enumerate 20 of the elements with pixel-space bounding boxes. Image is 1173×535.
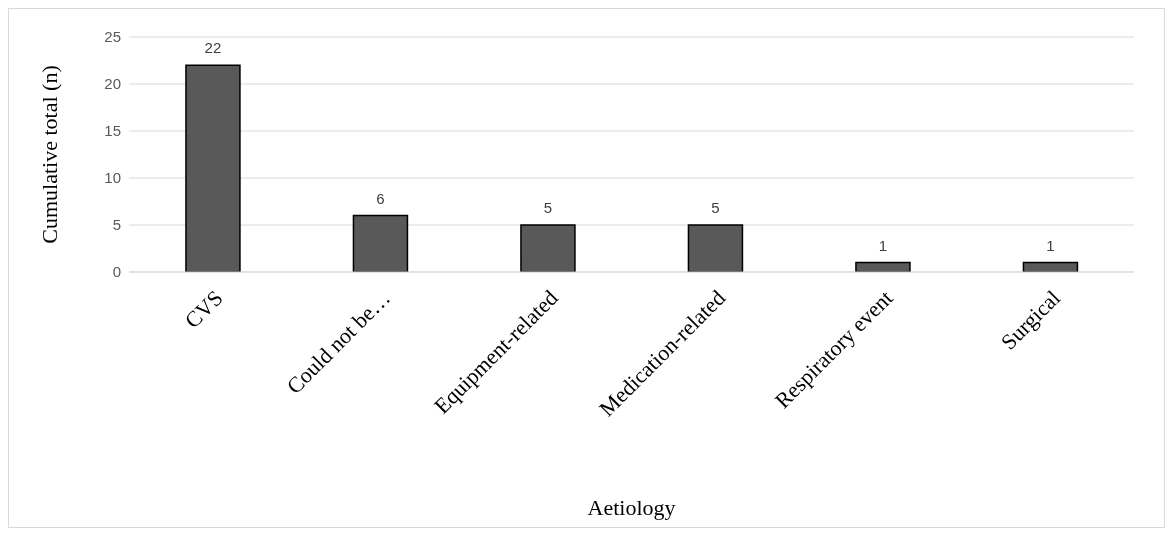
data-label: 1: [878, 236, 888, 254]
bar: [855, 261, 911, 272]
bar: [520, 224, 576, 272]
bar: [352, 214, 409, 272]
data-label: 1: [1046, 236, 1055, 254]
bar: [185, 64, 241, 272]
data-label: 22: [204, 39, 222, 57]
y-tick-label: 15: [104, 122, 121, 140]
data-label: 6: [376, 189, 385, 207]
y-axis-title: Cumulative total (n): [36, 65, 62, 244]
x-axis-title: Aetiology: [587, 495, 676, 520]
y-tick-label: 20: [104, 75, 121, 93]
x-tick-label: CVS: [179, 285, 228, 334]
y-tick-label: 25: [104, 28, 121, 46]
y-tick-label: 5: [112, 216, 121, 234]
y-tick-label: 10: [104, 169, 121, 187]
bar: [687, 224, 744, 272]
data-label: 5: [543, 199, 553, 216]
y-tick-label: 0: [112, 263, 121, 281]
data-label: 5: [711, 199, 720, 216]
